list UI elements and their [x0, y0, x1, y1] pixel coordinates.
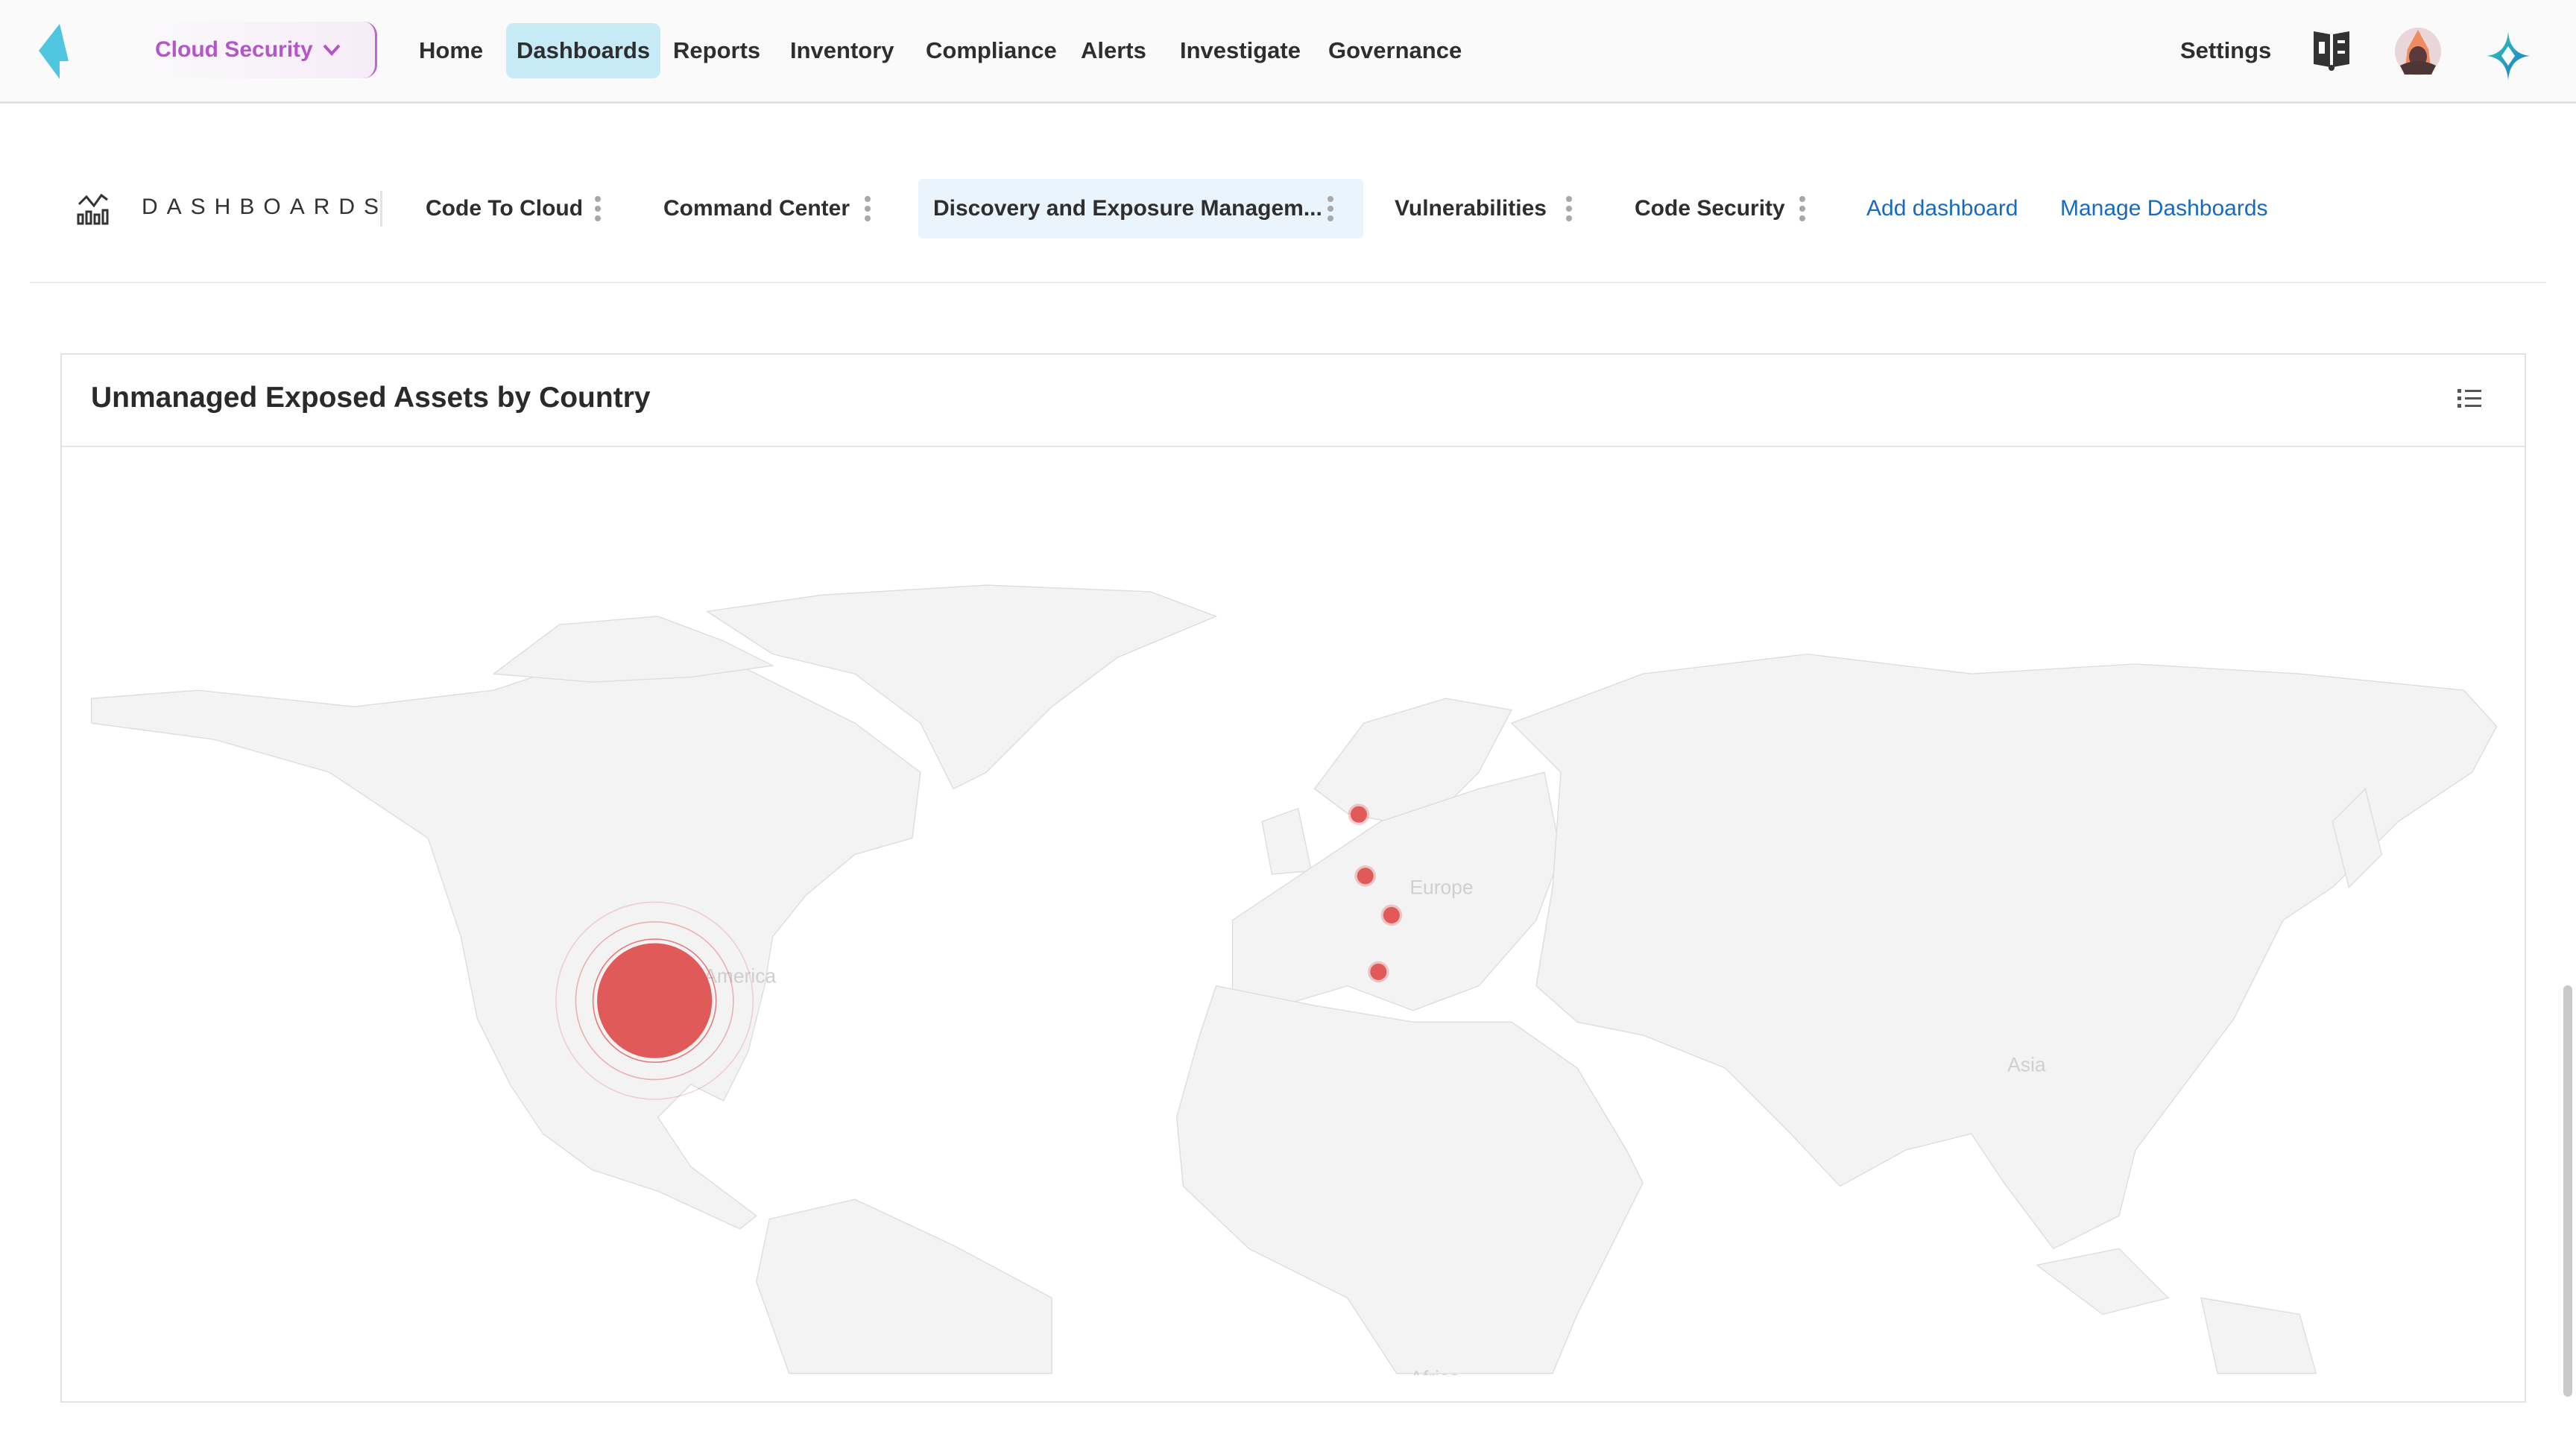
nav-investigate[interactable]: Investigate [1180, 37, 1301, 63]
nav-dashboards[interactable]: Dashboards [506, 23, 661, 78]
map-marker[interactable] [1354, 865, 1377, 887]
map-marker[interactable] [1348, 803, 1370, 826]
section-divider [30, 282, 2546, 283]
tab-discovery-exposure-management[interactable]: Discovery and Exposure Managem... [918, 179, 1363, 238]
widget-header: Unmanaged Exposed Assets by Country [62, 355, 2525, 447]
app-logo-icon[interactable] [39, 24, 80, 79]
product-switcher-label: Cloud Security [155, 37, 313, 62]
north-america-shape [90, 648, 921, 1230]
marker-pulse-ring [592, 938, 717, 1064]
south-america-shape [756, 1198, 1052, 1374]
dashboard-chart-icon [77, 193, 109, 225]
map-marker[interactable] [555, 901, 754, 1100]
nav-home[interactable]: Home [419, 37, 484, 63]
widget-title: Unmanaged Exposed Assets by Country [91, 382, 651, 414]
tab-menu-kebab-icon[interactable] [1565, 179, 1573, 238]
map-label-africa: Africa [1409, 1367, 1460, 1375]
legend-list-icon[interactable] [2457, 388, 2481, 410]
dashboards-section-label: DASHBOARDS [142, 195, 388, 219]
top-navigation: Cloud Security Home Dashboards Reports I… [0, 0, 2576, 104]
nav-settings[interactable]: Settings [2180, 37, 2272, 63]
islands-shape [2036, 788, 2383, 1374]
chevron-down-icon [323, 44, 341, 56]
arctic-islands-shape [492, 616, 774, 683]
nav-inventory[interactable]: Inventory [790, 37, 894, 63]
greenland-shape [705, 584, 1218, 790]
nav-alerts[interactable]: Alerts [1081, 37, 1146, 63]
map-label-america: America [704, 964, 776, 987]
marker-dot[interactable] [1350, 806, 1367, 823]
nav-compliance[interactable]: Compliance [926, 37, 1057, 63]
divider [380, 191, 382, 227]
map-marker[interactable] [1367, 961, 1389, 983]
tab-command-center[interactable]: Command Center [663, 196, 850, 221]
asia-shape [1510, 653, 2498, 1250]
nav-governance[interactable]: Governance [1328, 37, 1462, 63]
tab-vulnerabilities[interactable]: Vulnerabilities [1395, 196, 1547, 221]
marker-dot[interactable] [1383, 906, 1400, 923]
map-label-asia: Asia [2007, 1053, 2046, 1075]
marker-dot[interactable] [1370, 963, 1387, 980]
tab-menu-kebab-icon[interactable] [594, 179, 602, 238]
user-avatar[interactable] [2394, 27, 2442, 76]
tab-menu-kebab-icon[interactable] [1799, 179, 1806, 238]
page-scrollbar[interactable] [2563, 985, 2572, 1397]
widget-card: Unmanaged Exposed Assets by Country Amer… [60, 353, 2526, 1403]
nav-reports[interactable]: Reports [673, 37, 761, 63]
product-switcher[interactable]: Cloud Security [131, 22, 377, 78]
tab-code-to-cloud[interactable]: Code To Cloud [426, 196, 584, 221]
add-dashboard-link[interactable]: Add dashboard [1866, 196, 2018, 221]
tab-menu-kebab-icon[interactable] [864, 179, 871, 238]
world-map[interactable]: America Europe Asia Africa [62, 447, 2525, 1375]
tab-menu-kebab-icon[interactable] [1327, 179, 1334, 238]
uk-shape [1261, 807, 1313, 875]
marker-pulse-ring [575, 921, 734, 1081]
map-marker[interactable] [1380, 904, 1403, 926]
marker-pulse-ring [555, 901, 754, 1100]
docs-book-icon[interactable] [2312, 28, 2351, 72]
marker-dot[interactable] [1357, 868, 1374, 885]
tab-label: Discovery and Exposure Managem... [933, 196, 1322, 221]
map-label-europe: Europe [1409, 876, 1473, 898]
tab-code-security[interactable]: Code Security [1635, 196, 1785, 221]
manage-dashboards-link[interactable]: Manage Dashboards [2060, 196, 2268, 221]
africa-shape [1175, 985, 1644, 1374]
marker-dot[interactable] [597, 943, 713, 1058]
dashboard-tabs: DASHBOARDS Code To Cloud Command Center … [0, 176, 2576, 243]
ai-assistant-star-icon[interactable] [2485, 30, 2531, 82]
marker-layer [555, 803, 1403, 1100]
